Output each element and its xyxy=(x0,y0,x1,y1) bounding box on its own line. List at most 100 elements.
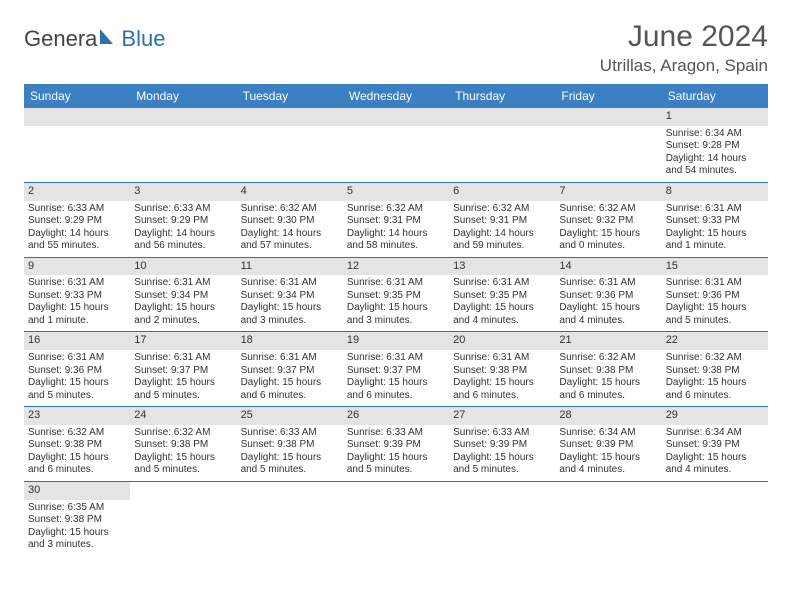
calendar-cell: 1Sunrise: 6:34 AMSunset: 9:28 PMDaylight… xyxy=(662,108,768,182)
day-number: 9 xyxy=(24,258,130,276)
day-header: Sunday xyxy=(24,84,130,108)
day-number: 7 xyxy=(555,183,661,201)
calendar-week-row: 1Sunrise: 6:34 AMSunset: 9:28 PMDaylight… xyxy=(24,108,768,182)
empty-day xyxy=(555,108,661,126)
sunset-text: Sunset: 9:38 PM xyxy=(28,514,126,527)
day-number: 29 xyxy=(662,407,768,425)
day-header: Monday xyxy=(130,84,236,108)
sunrise-text: Sunrise: 6:32 AM xyxy=(28,427,126,440)
sunset-text: Sunset: 9:37 PM xyxy=(134,365,232,378)
day-number: 16 xyxy=(24,332,130,350)
logo-text-part1: Genera xyxy=(24,26,97,52)
calendar-cell: 9Sunrise: 6:31 AMSunset: 9:33 PMDaylight… xyxy=(24,257,130,332)
calendar-cell: 15Sunrise: 6:31 AMSunset: 9:36 PMDayligh… xyxy=(662,257,768,332)
day-number: 8 xyxy=(662,183,768,201)
calendar-week-row: 9Sunrise: 6:31 AMSunset: 9:33 PMDaylight… xyxy=(24,257,768,332)
daylight-text: Daylight: 15 hours and 5 minutes. xyxy=(134,377,232,402)
calendar-cell: 26Sunrise: 6:33 AMSunset: 9:39 PMDayligh… xyxy=(343,407,449,482)
empty-day xyxy=(449,108,555,126)
day-number: 1 xyxy=(662,108,768,126)
day-number: 17 xyxy=(130,332,236,350)
daylight-text: Daylight: 15 hours and 5 minutes. xyxy=(241,452,339,477)
sunrise-text: Sunrise: 6:31 AM xyxy=(134,277,232,290)
daylight-text: Daylight: 15 hours and 5 minutes. xyxy=(453,452,551,477)
empty-day xyxy=(237,108,343,126)
calendar-cell xyxy=(662,481,768,555)
title-block: June 2024 Utrillas, Aragon, Spain xyxy=(600,20,768,76)
sunrise-text: Sunrise: 6:34 AM xyxy=(559,427,657,440)
calendar-cell: 7Sunrise: 6:32 AMSunset: 9:32 PMDaylight… xyxy=(555,182,661,257)
sunrise-text: Sunrise: 6:32 AM xyxy=(347,203,445,216)
calendar-cell xyxy=(449,481,555,555)
sunset-text: Sunset: 9:28 PM xyxy=(666,140,764,153)
daylight-text: Daylight: 14 hours and 59 minutes. xyxy=(453,228,551,253)
daylight-text: Daylight: 14 hours and 54 minutes. xyxy=(666,153,764,178)
daylight-text: Daylight: 15 hours and 5 minutes. xyxy=(28,377,126,402)
sunrise-text: Sunrise: 6:33 AM xyxy=(134,203,232,216)
daylight-text: Daylight: 15 hours and 2 minutes. xyxy=(134,302,232,327)
sunset-text: Sunset: 9:37 PM xyxy=(241,365,339,378)
sunset-text: Sunset: 9:38 PM xyxy=(28,439,126,452)
sunrise-text: Sunrise: 6:33 AM xyxy=(453,427,551,440)
daylight-text: Daylight: 14 hours and 55 minutes. xyxy=(28,228,126,253)
day-number: 15 xyxy=(662,258,768,276)
daylight-text: Daylight: 15 hours and 3 minutes. xyxy=(241,302,339,327)
day-number: 24 xyxy=(130,407,236,425)
day-number: 19 xyxy=(343,332,449,350)
calendar-cell: 24Sunrise: 6:32 AMSunset: 9:38 PMDayligh… xyxy=(130,407,236,482)
calendar-cell: 19Sunrise: 6:31 AMSunset: 9:37 PMDayligh… xyxy=(343,332,449,407)
day-header-row: SundayMondayTuesdayWednesdayThursdayFrid… xyxy=(24,84,768,108)
sunset-text: Sunset: 9:32 PM xyxy=(559,215,657,228)
sunrise-text: Sunrise: 6:31 AM xyxy=(666,277,764,290)
calendar-cell: 16Sunrise: 6:31 AMSunset: 9:36 PMDayligh… xyxy=(24,332,130,407)
empty-day xyxy=(343,108,449,126)
sunset-text: Sunset: 9:39 PM xyxy=(559,439,657,452)
calendar-cell xyxy=(130,108,236,182)
day-number: 18 xyxy=(237,332,343,350)
sunset-text: Sunset: 9:34 PM xyxy=(241,290,339,303)
sunrise-text: Sunrise: 6:31 AM xyxy=(241,277,339,290)
sunrise-text: Sunrise: 6:31 AM xyxy=(347,277,445,290)
day-number: 4 xyxy=(237,183,343,201)
day-number: 12 xyxy=(343,258,449,276)
day-number: 10 xyxy=(130,258,236,276)
daylight-text: Daylight: 15 hours and 5 minutes. xyxy=(666,302,764,327)
daylight-text: Daylight: 15 hours and 5 minutes. xyxy=(134,452,232,477)
calendar-week-row: 23Sunrise: 6:32 AMSunset: 9:38 PMDayligh… xyxy=(24,407,768,482)
sunset-text: Sunset: 9:33 PM xyxy=(28,290,126,303)
empty-day xyxy=(24,108,130,126)
calendar-cell xyxy=(343,108,449,182)
sunset-text: Sunset: 9:30 PM xyxy=(241,215,339,228)
sunset-text: Sunset: 9:31 PM xyxy=(453,215,551,228)
calendar-cell: 6Sunrise: 6:32 AMSunset: 9:31 PMDaylight… xyxy=(449,182,555,257)
location-label: Utrillas, Aragon, Spain xyxy=(600,56,768,76)
calendar-cell xyxy=(24,108,130,182)
day-number: 6 xyxy=(449,183,555,201)
calendar-cell xyxy=(555,481,661,555)
calendar-week-row: 30Sunrise: 6:35 AMSunset: 9:38 PMDayligh… xyxy=(24,481,768,555)
sunset-text: Sunset: 9:38 PM xyxy=(666,365,764,378)
sunset-text: Sunset: 9:38 PM xyxy=(453,365,551,378)
calendar-cell: 14Sunrise: 6:31 AMSunset: 9:36 PMDayligh… xyxy=(555,257,661,332)
calendar-cell: 5Sunrise: 6:32 AMSunset: 9:31 PMDaylight… xyxy=(343,182,449,257)
daylight-text: Daylight: 15 hours and 1 minute. xyxy=(28,302,126,327)
daylight-text: Daylight: 15 hours and 6 minutes. xyxy=(28,452,126,477)
sunset-text: Sunset: 9:29 PM xyxy=(28,215,126,228)
calendar-cell xyxy=(555,108,661,182)
sunrise-text: Sunrise: 6:33 AM xyxy=(347,427,445,440)
calendar-cell xyxy=(237,108,343,182)
calendar-cell: 28Sunrise: 6:34 AMSunset: 9:39 PMDayligh… xyxy=(555,407,661,482)
sunrise-text: Sunrise: 6:32 AM xyxy=(559,352,657,365)
daylight-text: Daylight: 15 hours and 4 minutes. xyxy=(453,302,551,327)
logo-text-part2: Blue xyxy=(121,26,165,52)
daylight-text: Daylight: 15 hours and 3 minutes. xyxy=(347,302,445,327)
calendar-cell: 3Sunrise: 6:33 AMSunset: 9:29 PMDaylight… xyxy=(130,182,236,257)
daylight-text: Daylight: 15 hours and 6 minutes. xyxy=(559,377,657,402)
sunrise-text: Sunrise: 6:32 AM xyxy=(666,352,764,365)
sunrise-text: Sunrise: 6:31 AM xyxy=(134,352,232,365)
day-number: 22 xyxy=(662,332,768,350)
logo-sail-icon xyxy=(99,27,117,45)
sunset-text: Sunset: 9:33 PM xyxy=(666,215,764,228)
calendar-cell: 11Sunrise: 6:31 AMSunset: 9:34 PMDayligh… xyxy=(237,257,343,332)
calendar-cell: 22Sunrise: 6:32 AMSunset: 9:38 PMDayligh… xyxy=(662,332,768,407)
